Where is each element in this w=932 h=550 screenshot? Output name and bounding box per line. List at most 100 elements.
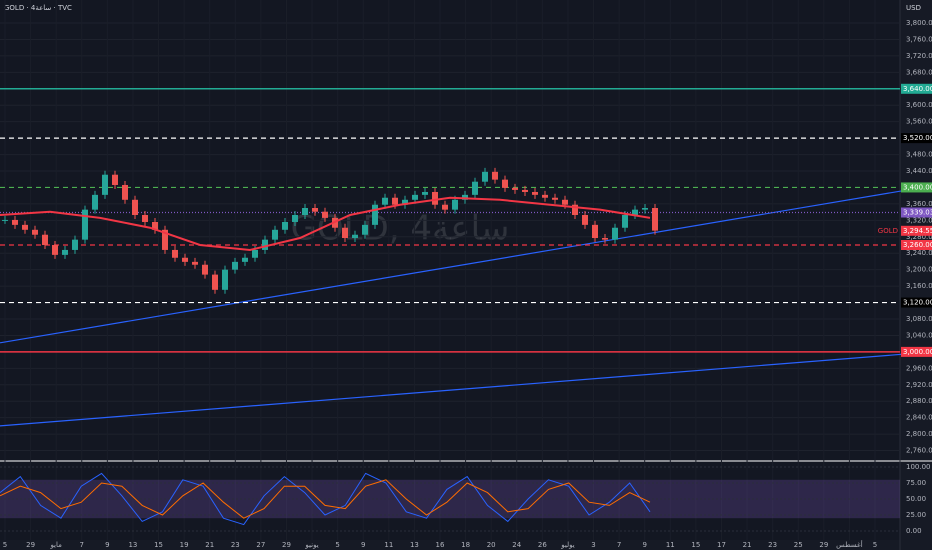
level-label: 3,520.000 <box>903 134 932 142</box>
x-tick-label: 9 <box>361 541 365 549</box>
candle <box>122 184 128 200</box>
y-tick-label: 2,760.000 <box>906 447 932 455</box>
candle <box>242 257 248 262</box>
oscillator-line <box>0 479 651 519</box>
candle <box>642 208 648 210</box>
candle <box>422 191 428 195</box>
candle <box>482 171 488 182</box>
candle <box>582 214 588 225</box>
trendline <box>0 351 932 427</box>
candle <box>202 264 208 275</box>
candle <box>152 221 158 230</box>
candle <box>352 234 358 239</box>
candle <box>282 221 288 230</box>
x-tick-label: 15 <box>691 541 700 549</box>
x-tick-label: 5 <box>873 541 877 549</box>
candle <box>172 249 178 258</box>
x-tick-label: 11 <box>384 541 393 549</box>
x-tick-label: 7 <box>80 541 84 549</box>
level-label: 3,260.000 <box>903 241 932 249</box>
x-tick-label: 20 <box>487 541 496 549</box>
candle <box>402 199 408 205</box>
candle <box>552 197 558 200</box>
candle <box>392 197 398 205</box>
candle <box>192 261 198 265</box>
candle <box>462 194 468 200</box>
osc-tick-label: 25.00 <box>906 511 926 519</box>
osc-tick-label: 100.00 <box>906 463 931 471</box>
price-pane <box>0 0 900 460</box>
candle <box>612 227 618 240</box>
candle <box>342 227 348 239</box>
y-tick-label: 3,320.000 <box>906 216 932 224</box>
x-tick-label: 23 <box>768 541 777 549</box>
candle <box>212 274 218 290</box>
level-label-bg <box>901 133 932 144</box>
candle <box>222 269 228 290</box>
level-label: 3,640.000 <box>903 85 932 93</box>
x-tick-label: 16 <box>436 541 445 549</box>
level-label-bg <box>901 83 932 94</box>
y-tick-label: 3,240.000 <box>906 249 932 257</box>
moving-average <box>0 196 651 251</box>
candle <box>412 194 418 200</box>
candle <box>12 219 18 225</box>
currency: USD <box>906 4 921 12</box>
osc-tick-label: 75.00 <box>906 479 926 487</box>
x-tick-label: 24 <box>512 541 521 549</box>
candle <box>632 209 638 215</box>
x-tick-label: يوليو <box>560 541 574 549</box>
level-label: 3,339.038 <box>903 209 932 217</box>
chart-title: GOLD · 4ساعة · TVC <box>4 4 72 12</box>
candle <box>452 199 458 210</box>
x-tick-label: 9 <box>642 541 646 549</box>
last-price-name: GOLD <box>878 227 898 235</box>
candle <box>112 174 118 185</box>
x-tick-label: 11 <box>666 541 675 549</box>
candle <box>32 229 38 235</box>
y-tick-label: 3,560.000 <box>906 118 932 126</box>
level-label: 3,000.000 <box>903 348 932 356</box>
candle <box>502 179 508 188</box>
y-tick-label: 3,200.000 <box>906 266 932 274</box>
y-tick-label: 3,720.000 <box>906 52 932 60</box>
candle <box>652 208 658 231</box>
level-label-bg <box>901 182 932 193</box>
candle <box>562 199 568 205</box>
x-tick-label: 17 <box>717 541 726 549</box>
candle <box>522 189 528 192</box>
candle <box>182 257 188 262</box>
candle <box>512 187 518 190</box>
last-price-bg <box>901 225 932 236</box>
y-tick-label: 2,960.000 <box>906 364 932 372</box>
osc-tick-label: 50.00 <box>906 495 926 503</box>
x-tick-label: 18 <box>461 541 470 549</box>
x-tick-label: 23 <box>231 541 240 549</box>
y-tick-label: 2,880.000 <box>906 397 932 405</box>
x-tick-label: 26 <box>538 541 547 549</box>
x-tick-label: 21 <box>743 541 752 549</box>
candle <box>532 191 538 195</box>
candle <box>252 249 258 258</box>
x-tick-label: 29 <box>26 541 35 549</box>
candle <box>622 214 628 228</box>
candle <box>322 211 328 218</box>
candle <box>132 199 138 215</box>
y-tick-label: 2,840.000 <box>906 414 932 422</box>
candle <box>602 238 608 240</box>
y-tick-label: 3,080.000 <box>906 315 932 323</box>
candle <box>92 194 98 210</box>
level-label: 3,120.000 <box>903 299 932 307</box>
candle <box>162 229 168 250</box>
candle <box>382 197 388 205</box>
trendline <box>0 185 932 344</box>
x-tick-label: 13 <box>128 541 137 549</box>
candle <box>542 194 548 198</box>
x-tick-label: مايو <box>49 541 62 549</box>
x-tick-label: 15 <box>154 541 163 549</box>
candle <box>472 181 478 195</box>
candle <box>492 171 498 180</box>
y-tick-label: 3,480.000 <box>906 151 932 159</box>
y-tick-label: 3,680.000 <box>906 68 932 76</box>
x-tick-label: 5 <box>3 541 7 549</box>
